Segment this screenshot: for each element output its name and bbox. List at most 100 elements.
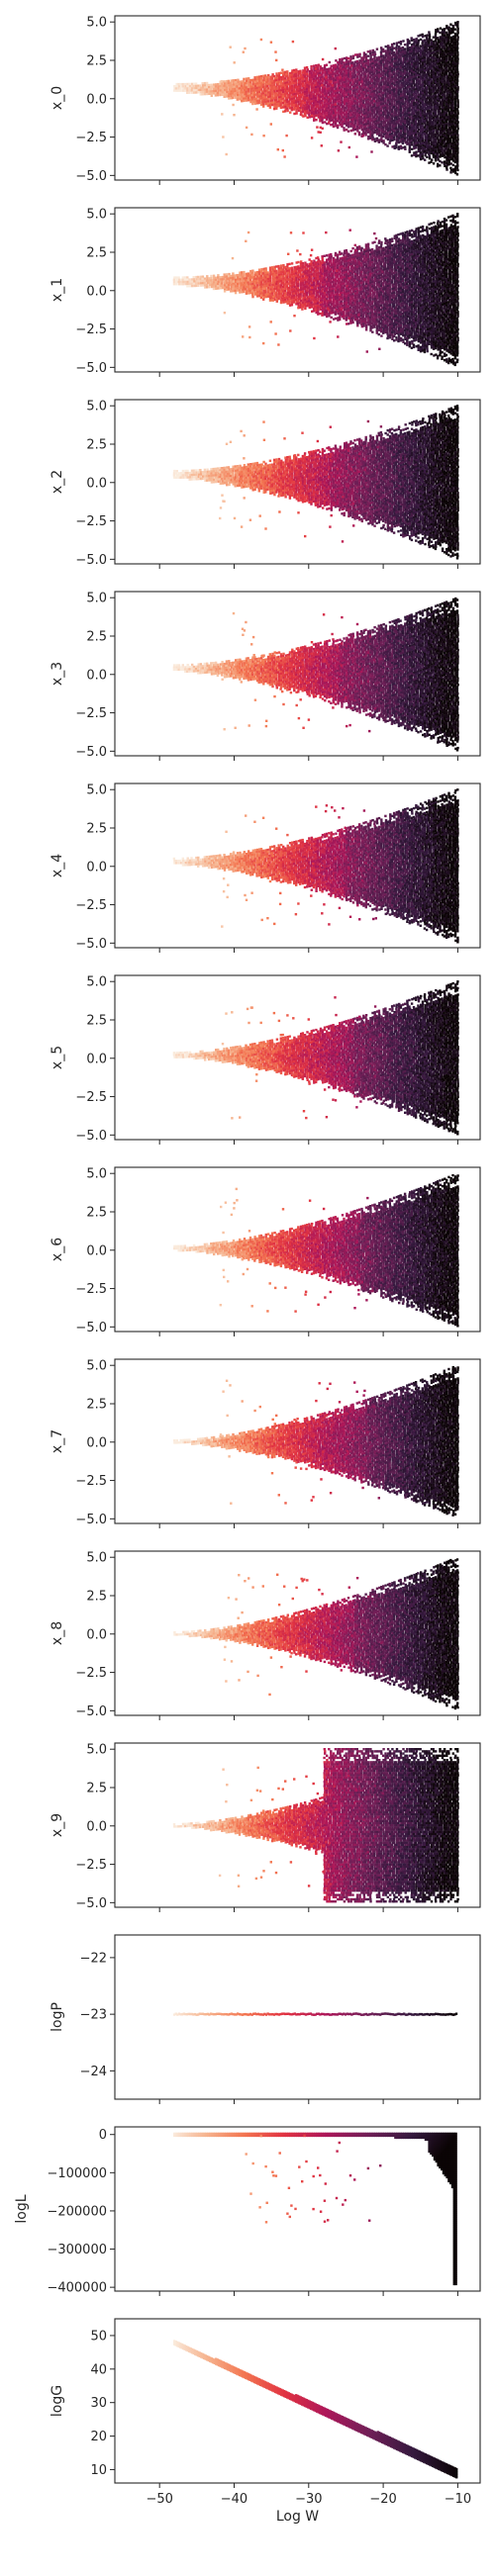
y-axis-label: logL <box>14 2194 30 2223</box>
panel-x-4: 5.02.50.0−2.5−5.0x_4 <box>50 783 480 953</box>
y-tick-label: 0.0 <box>86 1819 107 1834</box>
y-tick-label: −2.5 <box>75 1090 107 1105</box>
y-tick-label: 0.0 <box>86 860 107 874</box>
panel-frame <box>115 1935 480 2099</box>
y-axis-label: x_4 <box>50 854 65 877</box>
y-tick-label: 0.0 <box>86 284 107 299</box>
y-tick-label: 5.0 <box>86 783 107 798</box>
panel-marks <box>173 213 459 366</box>
y-tick-label: 2.5 <box>86 1013 107 1028</box>
panel-marks <box>173 21 459 175</box>
y-tick-label: 2.5 <box>86 1397 107 1412</box>
y-tick-label: −22 <box>80 1951 107 1966</box>
panel-marks <box>173 1558 459 1709</box>
y-tick-label: −2.5 <box>75 131 107 145</box>
y-tick-label: 2.5 <box>86 1781 107 1795</box>
y-axis-label: x_8 <box>50 1621 65 1645</box>
panel-marks <box>173 2012 457 2016</box>
y-tick-label: 2.5 <box>86 437 107 452</box>
y-tick-label: 0.0 <box>86 92 107 107</box>
y-tick-label: 0.0 <box>86 476 107 491</box>
y-tick-label: −5.0 <box>75 745 107 760</box>
x-tick-label: −30 <box>295 2492 322 2507</box>
y-tick-label: −100000 <box>47 2166 107 2181</box>
y-tick-label: −5.0 <box>75 169 107 184</box>
y-tick-label: −5.0 <box>75 1129 107 1144</box>
panel-logP: −22 −23 −24 logP <box>50 1935 480 2104</box>
y-axis-label: logG <box>50 2385 65 2417</box>
x-tick-label: −20 <box>369 2492 396 2507</box>
panel-x-3: 5.0 2.5 0.0 −2.5 −5.0 x_3 <box>50 592 480 761</box>
y-tick-label: 30 <box>90 2396 107 2411</box>
y-tick-label: −2.5 <box>75 1666 107 1681</box>
y-axis-label: x_5 <box>50 1046 65 1069</box>
y-axis-label: x_7 <box>50 1429 65 1453</box>
panel-marks <box>173 598 459 752</box>
y-axis-label: logP <box>50 2002 65 2032</box>
y-tick-label: 5.0 <box>86 1167 107 1182</box>
y-tick-label: −5.0 <box>75 1321 107 1335</box>
y-tick-label: 5.0 <box>86 1359 107 1374</box>
y-tick-label: −5.0 <box>75 937 107 952</box>
panel-x-0: 5.0 2.5 0.0 −2.5 −5.0 x_0 <box>50 16 480 185</box>
y-tick-label: 2.5 <box>86 245 107 260</box>
panel-marks <box>173 405 459 559</box>
y-tick-label: −5.0 <box>75 1896 107 1911</box>
y-tick-label: −23 <box>80 2008 107 2023</box>
y-tick-label: 0.0 <box>86 668 107 683</box>
y-tick-label: 0 <box>99 2128 107 2143</box>
y-tick-label: 2.5 <box>86 629 107 644</box>
y-tick-label: −2.5 <box>75 706 107 721</box>
panel-marks <box>173 788 459 943</box>
panel-x-1: 5.02.50.0−2.5−5.0x_1 <box>50 208 480 377</box>
y-tick-label: −400000 <box>47 2281 107 2296</box>
y-tick-label: −5.0 <box>75 553 107 568</box>
y-tick-label: −200000 <box>47 2204 107 2219</box>
panel-marks <box>173 2133 457 2285</box>
panel-marks <box>173 2340 457 2478</box>
x-tick-label: −10 <box>445 2492 471 2507</box>
y-tick-label: 0.0 <box>86 1435 107 1450</box>
y-tick-label: 2.5 <box>86 821 107 836</box>
y-tick-label: 0.0 <box>86 1627 107 1642</box>
panel-x-9: 5.02.50.0−2.5−5.0x_9 <box>50 1743 480 1912</box>
y-tick-label: −2.5 <box>75 1282 107 1297</box>
y-tick-label: −2.5 <box>75 514 107 529</box>
y-tick-label: 10 <box>90 2463 107 2478</box>
y-tick-label: 0.0 <box>86 1243 107 1258</box>
panel-marks <box>173 980 459 1135</box>
panel-marks <box>173 1174 459 1328</box>
y-tick-label: −5.0 <box>75 1513 107 1527</box>
panel-x-8: 5.02.50.0−2.5−5.0x_8 <box>50 1551 480 1720</box>
y-tick-label: 5.0 <box>86 400 107 414</box>
y-axis-label: x_3 <box>50 662 65 686</box>
x-axis-label: Log W <box>276 2509 319 2525</box>
panel-frame <box>115 2127 480 2291</box>
panel-x-2: 5.02.50.0−2.5−5.0x_2 <box>50 400 480 569</box>
y-tick-label: −24 <box>80 2065 107 2079</box>
y-tick-label: 5.0 <box>86 975 107 990</box>
panel-x-5: 5.0 2.5 0.0 −2.5 −5.0 x_5 <box>50 975 480 1145</box>
y-axis-label: x_6 <box>50 1238 65 1261</box>
y-tick-label: 50 <box>90 2329 107 2344</box>
panel-x-6: 5.0 2.5 0.0 −2.5 −5.0 x_6 <box>50 1167 480 1336</box>
y-tick-label: 20 <box>90 2430 107 2444</box>
x-tick-label: −40 <box>221 2492 248 2507</box>
y-tick-label: 5.0 <box>86 16 107 31</box>
y-tick-label: −5.0 <box>75 361 107 376</box>
y-tick-label: 5.0 <box>86 1551 107 1566</box>
y-tick-label: −2.5 <box>75 1858 107 1873</box>
x-tick-label: −50 <box>146 2492 172 2507</box>
y-axis-label: x_0 <box>50 86 65 110</box>
panel-marks <box>173 1366 459 1517</box>
y-tick-label: 2.5 <box>86 53 107 68</box>
y-tick-label: 0.0 <box>86 1052 107 1066</box>
y-axis-label: x_9 <box>50 1813 65 1837</box>
y-tick-label: 2.5 <box>86 1589 107 1604</box>
y-tick-label: −2.5 <box>75 1474 107 1489</box>
y-tick-label: 5.0 <box>86 592 107 606</box>
y-tick-label: 2.5 <box>86 1205 107 1220</box>
